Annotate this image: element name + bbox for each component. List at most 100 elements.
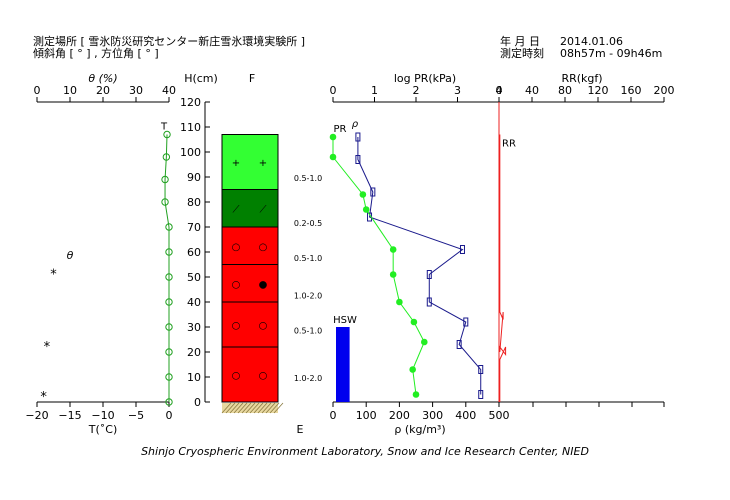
density-line bbox=[357, 137, 482, 395]
temp-tick-label: −20 bbox=[25, 409, 48, 422]
layer-symbol: ⟋ bbox=[260, 204, 267, 215]
height-tick-label: 80 bbox=[187, 196, 201, 209]
layer-symbol: ○ bbox=[232, 321, 241, 332]
layer-5 bbox=[221, 301, 279, 348]
date-value: 2014.01.06 bbox=[560, 35, 623, 48]
layer-symbol: + bbox=[259, 158, 267, 169]
hardness-label: 1.0-2.0 bbox=[294, 374, 322, 383]
rr-profile bbox=[499, 134, 507, 402]
layer-symbol: ○ bbox=[259, 321, 268, 332]
temp-tick-label: 0 bbox=[166, 409, 173, 422]
temperature-point bbox=[162, 153, 171, 161]
layer-symbol: ○ bbox=[259, 242, 268, 253]
temperature-line bbox=[164, 134, 170, 402]
layer-column-top-label: F bbox=[249, 72, 255, 85]
pr-series-label: PR bbox=[334, 124, 347, 135]
height-tick-label: 20 bbox=[187, 346, 201, 359]
time-label: 測定時刻 bbox=[500, 47, 544, 60]
density-point bbox=[478, 390, 484, 399]
pr-tick-label: 0 bbox=[330, 84, 337, 97]
theta-point: * bbox=[44, 340, 51, 355]
density-point bbox=[426, 270, 432, 279]
temperature-point bbox=[165, 273, 173, 281]
layer-symbol: ○ bbox=[232, 242, 241, 253]
density-tick-label: 200 bbox=[389, 409, 410, 422]
temp-tick-label: −15 bbox=[58, 409, 81, 422]
layer-symbol: ○ bbox=[259, 371, 268, 382]
rr-tick-label: 200 bbox=[654, 84, 675, 97]
height-tick-label: 60 bbox=[187, 246, 201, 259]
theta-tick-label: 10 bbox=[63, 84, 77, 97]
layer-column-bottom-label: E bbox=[297, 423, 304, 436]
ground-hatch-line bbox=[245, 402, 256, 414]
temp-tick-label: −10 bbox=[91, 409, 114, 422]
ground-hatch-line bbox=[269, 402, 280, 414]
height-tick-label: 0 bbox=[194, 396, 201, 409]
pr-point bbox=[421, 338, 428, 346]
layer-symbol: ● bbox=[259, 279, 268, 290]
rr-tick-label: 160 bbox=[621, 84, 642, 97]
temp-axis-label: T(˚C) bbox=[88, 423, 117, 436]
pr-point bbox=[410, 318, 418, 326]
pr-point bbox=[409, 366, 416, 373]
layer-symbol: + bbox=[232, 158, 240, 169]
temperature-point bbox=[165, 223, 173, 231]
rr-axis-label: RR(kgf) bbox=[561, 72, 602, 85]
rr-tick-label: 80 bbox=[558, 84, 572, 97]
location-label: 測定場所 [ 雪氷防災研究センター新庄雪氷環境実験所 ] bbox=[33, 35, 306, 48]
layer-3 bbox=[221, 226, 279, 265]
theta-point: * bbox=[50, 268, 57, 283]
ground-hatch-line bbox=[265, 402, 276, 414]
angle-label: 傾斜角 [ ° ] , 方位角 [ ° ] bbox=[33, 47, 159, 60]
rr-tick-label: 40 bbox=[525, 84, 539, 97]
temperature-point bbox=[165, 398, 173, 406]
rr-tick-label: 120 bbox=[588, 84, 609, 97]
layer-symbol: ○ bbox=[232, 279, 241, 290]
pr-point bbox=[396, 298, 403, 306]
temp-tick-label: −5 bbox=[128, 409, 144, 422]
ground-hatch-line bbox=[221, 402, 232, 414]
density-axis-label: ρ (kg/m³) bbox=[394, 423, 445, 436]
ground-hatch-line bbox=[229, 402, 240, 414]
layer-1 bbox=[221, 134, 279, 190]
ground-hatch-line bbox=[257, 402, 268, 414]
temperature-point bbox=[165, 348, 173, 356]
pr-tick-label: 2 bbox=[413, 84, 420, 97]
pr-tick-label: 1 bbox=[371, 84, 378, 97]
height-tick-label: 90 bbox=[187, 171, 201, 184]
pr-point bbox=[329, 153, 337, 161]
density-tick-label: 500 bbox=[489, 409, 510, 422]
ground-hatch-line bbox=[249, 402, 260, 414]
ground-hatch-line bbox=[273, 402, 284, 414]
hsw-bar bbox=[336, 327, 350, 402]
rr-label: RR bbox=[502, 139, 516, 150]
temperature-point bbox=[165, 298, 173, 306]
rr-tick-label: 0 bbox=[496, 84, 503, 97]
density-point bbox=[355, 132, 361, 142]
temperature-point bbox=[165, 323, 173, 331]
density-point bbox=[426, 297, 432, 307]
density-point bbox=[456, 340, 462, 349]
ground-hatch-line bbox=[233, 402, 244, 414]
layer-symbol: ○ bbox=[232, 371, 241, 382]
density-series-label: ρ bbox=[352, 119, 359, 130]
height-tick-label: 10 bbox=[187, 371, 201, 384]
theta-axis-label: θ (%) bbox=[88, 72, 117, 85]
layer-2 bbox=[221, 189, 279, 228]
pr-point bbox=[362, 206, 370, 213]
theta-point: * bbox=[40, 390, 47, 405]
layer-symbol: ⟋ bbox=[233, 204, 240, 215]
height-tick-label: 30 bbox=[187, 321, 201, 334]
temperature-series-label: T bbox=[160, 122, 168, 133]
time-value: 08h57m - 09h46m bbox=[560, 47, 663, 60]
pr-tick-label: 3 bbox=[454, 84, 461, 97]
height-axis-label: H(cm) bbox=[184, 72, 218, 85]
theta-marker-label: θ bbox=[67, 249, 74, 262]
hardness-label: 0.2-0.5 bbox=[294, 219, 322, 228]
theta-tick-label: 40 bbox=[162, 84, 176, 97]
theta-tick-label: 30 bbox=[129, 84, 143, 97]
footer-credit: Shinjo Cryospheric Environment Laborator… bbox=[141, 445, 589, 458]
height-tick-label: 50 bbox=[187, 271, 201, 284]
height-tick-label: 100 bbox=[180, 146, 201, 159]
